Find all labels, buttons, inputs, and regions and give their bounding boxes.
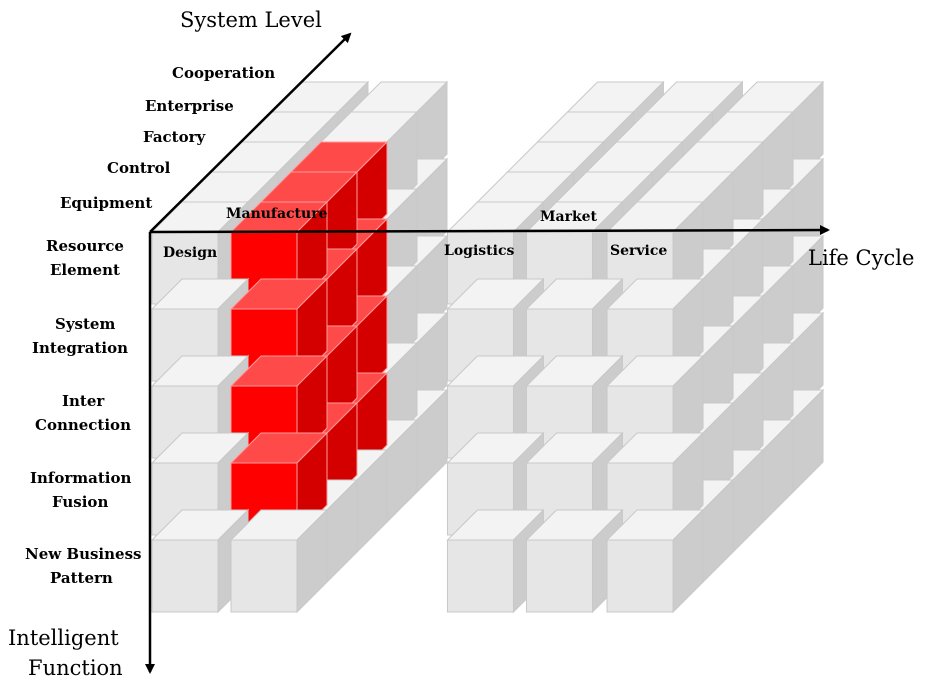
function-label-inter-connection-line2: Connection [35, 416, 131, 434]
system-level-label-equipment: Equipment [60, 194, 152, 212]
system-level-axis [149, 32, 352, 233]
life-cycle-label-design: Design [163, 245, 217, 261]
cube-1-4-0-front [230, 539, 298, 613]
cube-0-4-0-front [151, 539, 219, 613]
system-level-label-control: Control [107, 159, 171, 177]
system-level-axis-title: System Level [180, 8, 322, 32]
life-cycle-label-logistics: Logistics [444, 243, 514, 259]
function-label-information-fusion-line1: Information [30, 469, 132, 487]
cube-4-4-0-front [606, 539, 674, 613]
function-label-system-integration-line1: System [55, 315, 115, 333]
cube-blocks [150, 80, 825, 614]
function-label-new-business-pattern-line1: New Business [25, 545, 141, 563]
function-label-resource-element-line1: Resource [46, 237, 124, 255]
system-level-label-enterprise: Enterprise [145, 97, 234, 115]
life-cycle-label-service: Service [610, 243, 667, 259]
function-label-information-fusion-line2: Fusion [52, 493, 108, 511]
function-label-resource-element-line2: Element [50, 261, 120, 279]
intelligent-function-axis-title-line1: Intelligent [8, 626, 119, 650]
life-cycle-label-manufacture: Manufacture [226, 206, 328, 222]
life-cycle-axis-title: Life Cycle [808, 246, 914, 270]
labels: System Level Life Cycle Intelligent Func… [8, 8, 914, 680]
function-label-system-integration-line2: Integration [32, 339, 128, 357]
system-level-label-cooperation: Cooperation [172, 64, 275, 82]
function-label-new-business-pattern-line2: Pattern [50, 569, 113, 587]
life-cycle-label-market: Market [540, 209, 598, 225]
cube-2-4-0-front [446, 539, 514, 613]
cube-3-4-0-front [525, 539, 593, 613]
system-level-label-factory: Factory [143, 128, 207, 146]
axes [145, 32, 830, 674]
function-label-inter-connection-line1: Inter [62, 392, 105, 410]
intelligent-function-axis-title-line2: Function [28, 656, 123, 680]
life-cycle-axis [149, 225, 830, 236]
